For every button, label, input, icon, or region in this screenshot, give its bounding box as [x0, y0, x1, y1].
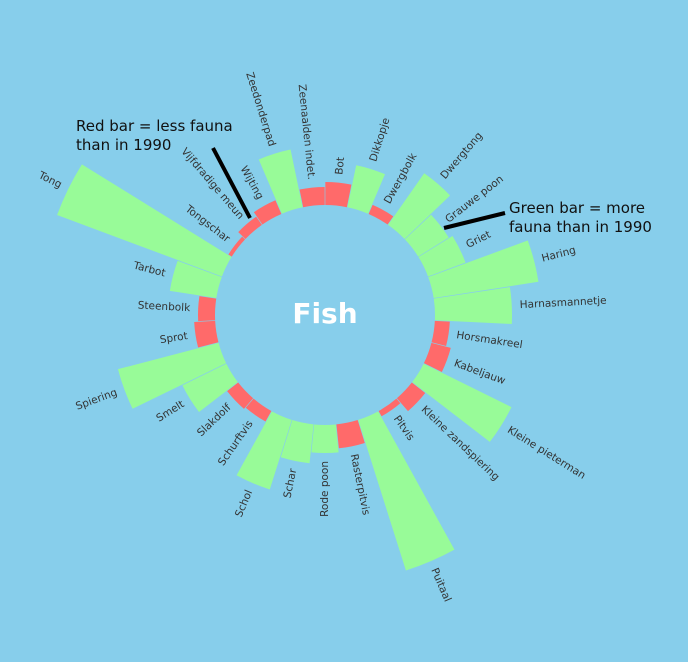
annotation: than in 1990 [76, 136, 171, 154]
bar [404, 214, 449, 257]
category-label: Harnasmannetje [519, 295, 606, 311]
bar [238, 216, 262, 240]
bar [182, 363, 238, 412]
bar [433, 287, 512, 324]
bar [228, 236, 246, 257]
bar [378, 398, 401, 417]
center-label: Fish [292, 297, 357, 330]
bar [57, 164, 232, 277]
category-label: Sprot [159, 330, 188, 346]
bar [258, 149, 303, 214]
category-label: Rode poon [319, 461, 331, 517]
bar [198, 296, 217, 322]
category-label: Schar [282, 467, 300, 499]
bar [299, 187, 325, 208]
bar [311, 424, 339, 453]
bar [253, 200, 282, 225]
bar [325, 182, 352, 208]
bar [347, 165, 385, 214]
bar [194, 320, 219, 348]
bar [280, 420, 314, 464]
bar [431, 320, 450, 347]
bar [169, 260, 222, 299]
annotation-pointer [443, 211, 506, 230]
annotation: Red bar = less fauna [76, 117, 233, 135]
bar [117, 342, 227, 409]
annotation: Green bar = more [509, 199, 645, 217]
bar [423, 342, 451, 372]
bar [245, 398, 272, 422]
bar [418, 235, 466, 277]
bar [396, 382, 426, 412]
bar [236, 411, 292, 490]
bar [368, 204, 394, 225]
annotation-pointer [211, 147, 252, 219]
category-label: Bot [333, 156, 347, 175]
bar [412, 363, 512, 442]
bar [388, 173, 451, 240]
bar [227, 382, 254, 409]
bar [358, 411, 455, 571]
annotation: fauna than in 1990 [509, 218, 652, 236]
bar [428, 240, 539, 299]
category-label: Steenbolk [137, 300, 191, 315]
bar [336, 420, 365, 449]
